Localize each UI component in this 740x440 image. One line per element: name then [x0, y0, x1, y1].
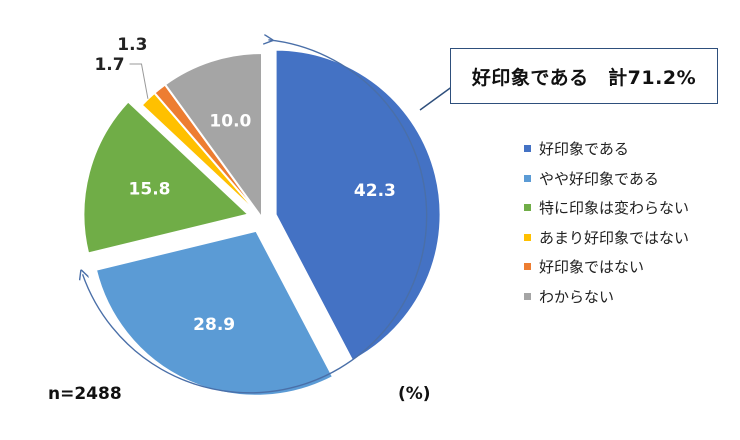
legend-item-1: 好印象である [524, 134, 689, 164]
legend-swatch-6 [524, 292, 531, 300]
total-bracket-arc [83, 40, 428, 394]
sample-size-label: n=2488 [48, 384, 122, 404]
leader-line-4 [129, 63, 149, 99]
total-callout-text: 好印象である 計71.2% [471, 66, 697, 89]
legend-label-2: やや好印象である [539, 169, 659, 188]
legend-swatch-5 [524, 263, 531, 271]
pie-slices [82, 48, 442, 397]
slice-value-label-1: 42.3 [354, 181, 396, 201]
legend-swatch-3 [524, 204, 531, 212]
callout-pointer [419, 85, 454, 111]
slice-value-label-5: 1.3 [117, 35, 147, 55]
legend-label-5: 好印象ではない [539, 258, 645, 277]
unit-label: (%) [398, 384, 431, 404]
legend-label-3: 特に印象は変わらない [539, 199, 690, 218]
legend-label-1: 好印象である [539, 140, 629, 159]
legend-label-6: わからない [539, 287, 615, 306]
legend-swatch-4 [524, 233, 531, 241]
legend-item-5: 好印象ではない [524, 252, 689, 282]
legend: 好印象であるやや好印象である特に印象は変わらない あまり好印象ではない 好印象ではな… [524, 134, 689, 311]
slice-value-label-6: 10.0 [209, 112, 251, 132]
legend-swatch-1 [524, 145, 531, 153]
legend-item-4: あまり好印象ではない [524, 223, 689, 253]
slice-value-label-4: 1.7 [94, 55, 124, 75]
total-callout-box: 好印象である 計71.2% [450, 48, 718, 104]
slice-value-label-2: 28.9 [193, 315, 235, 335]
legend-item-3: 特に印象は変わらない [524, 193, 689, 223]
legend-item-2: やや好印象である [524, 164, 689, 194]
legend-swatch-2 [524, 174, 531, 182]
legend-item-6: わからない [524, 282, 689, 312]
slice-value-label-3: 15.8 [129, 179, 171, 199]
legend-label-4: あまり好印象ではない [539, 228, 690, 247]
